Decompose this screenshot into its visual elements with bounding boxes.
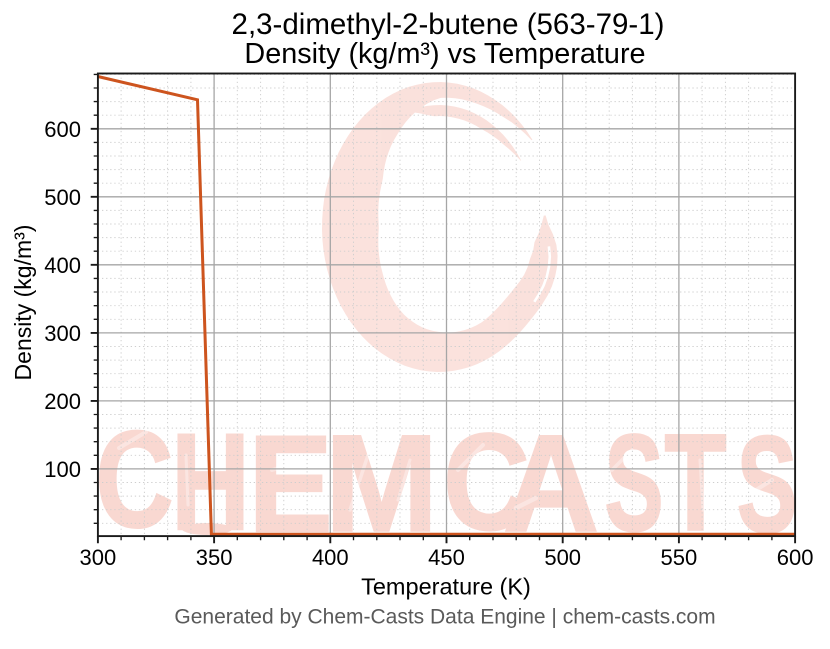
svg-text:450: 450: [428, 545, 465, 570]
svg-text:100: 100: [44, 457, 81, 482]
svg-text:Generated by Chem-Casts Data E: Generated by Chem-Casts Data Engine | ch…: [174, 606, 715, 629]
svg-text:2,3-dimethyl-2-butene (563-79-: 2,3-dimethyl-2-butene (563-79-1): [232, 8, 665, 41]
svg-text:500: 500: [544, 545, 581, 570]
svg-text:400: 400: [312, 545, 349, 570]
svg-text:300: 300: [44, 321, 81, 346]
svg-text:350: 350: [196, 545, 233, 570]
svg-text:550: 550: [661, 545, 698, 570]
svg-text:200: 200: [44, 389, 81, 414]
svg-text:C: C: [96, 404, 174, 556]
svg-text:600: 600: [44, 117, 81, 142]
svg-text:Density (kg/m³): Density (kg/m³): [10, 225, 36, 381]
svg-text:Density (kg/m³) vs Temperature: Density (kg/m³) vs Temperature: [244, 38, 645, 70]
svg-text:400: 400: [44, 253, 81, 278]
svg-text:Temperature (K): Temperature (K): [361, 573, 531, 599]
svg-text:600: 600: [777, 545, 814, 570]
svg-text:500: 500: [44, 185, 81, 210]
svg-text:300: 300: [80, 545, 117, 570]
